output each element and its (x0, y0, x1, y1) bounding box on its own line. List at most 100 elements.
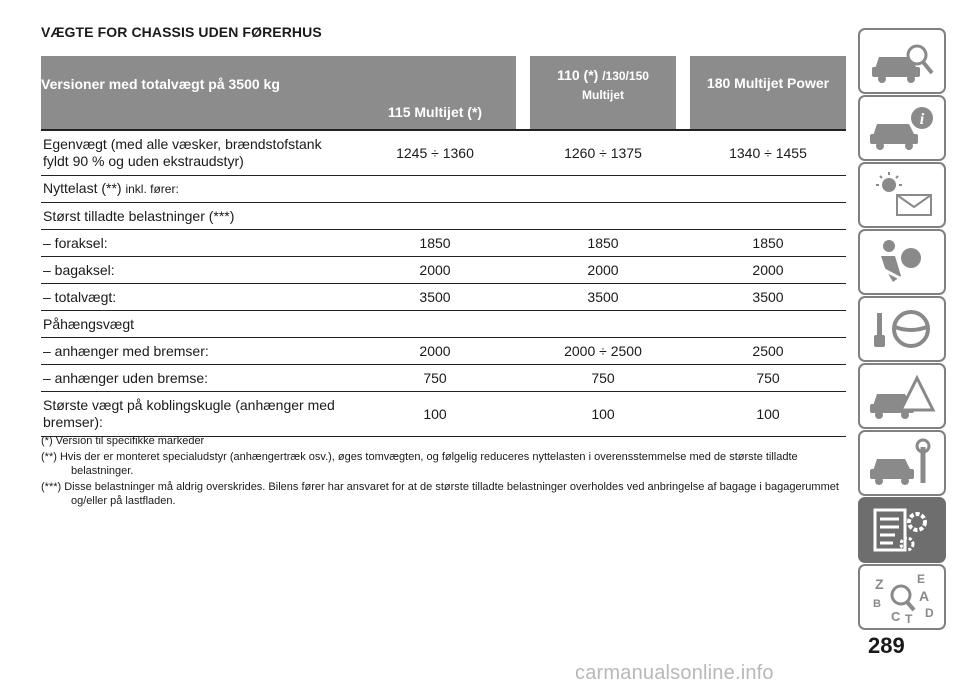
row-label: Størst tilladte belastninger (***) (41, 202, 354, 230)
row-label-line1: Største vægt på koblingskugle (anhænger … (43, 397, 335, 413)
cell-110 (530, 310, 676, 338)
row-label: – totalvægt: (41, 283, 354, 311)
footnote-3: (***) Disse belastninger må aldrig overs… (41, 481, 839, 507)
tab-steering[interactable] (858, 296, 946, 362)
car-info-icon: i (870, 107, 933, 150)
cell-115: 100 (354, 391, 516, 437)
cell-180: 2000 (690, 256, 846, 284)
table-row: – bagaksel: 2000 2000 2000 (41, 256, 846, 284)
header-130-150-label: /130/150 (602, 69, 649, 83)
cell-115 (354, 310, 516, 338)
table-row: Egenvægt (med alle væsker, brændstofstan… (41, 130, 846, 176)
cell-180: 3500 (690, 283, 846, 311)
watermark: carmanualsonline.info (575, 662, 774, 684)
cell-180: 100 (690, 391, 846, 437)
row-label: Største vægt på koblingskugle (anhænger … (41, 391, 354, 437)
table-header-row: Versioner med totalvægt på 3500 kg 115 M… (41, 56, 846, 131)
chapter-sidebar: i (858, 28, 946, 631)
footnote-2: (**) Hvis der er monteret specialudstyr … (41, 451, 798, 477)
footnotes: (*) Version til specifikke markeder (**)… (41, 434, 846, 510)
table-row: – totalvægt: 3500 3500 3500 (41, 283, 846, 311)
cell-110: 100 (530, 391, 676, 437)
cell-115: 750 (354, 364, 516, 392)
cell-180 (690, 310, 846, 338)
table-row: Størst tilladte belastninger (***) (41, 202, 846, 230)
table-row: – foraksel: 1850 1850 1850 (41, 229, 846, 257)
tab-car-wrench[interactable] (858, 430, 946, 496)
footnote-1: (*) Version til specifikke markeder (41, 435, 205, 447)
header-versions: Versioner med totalvægt på 3500 kg (41, 56, 354, 131)
header-180-multijet-power: 180 Multijet Power (690, 56, 846, 131)
tab-car-info[interactable]: i (858, 95, 946, 161)
header-115-multijet: 115 Multijet (*) (354, 56, 516, 131)
cell-110: 2000 ÷ 2500 (530, 337, 676, 365)
table-row: Største vægt på koblingskugle (anhænger … (41, 391, 846, 437)
svg-text:Z: Z (875, 576, 884, 592)
cell-110: 3500 (530, 283, 676, 311)
cell-110 (530, 202, 676, 230)
svg-text:B: B (873, 598, 881, 610)
row-label: – anhænger med bremser: (41, 337, 354, 365)
header-gap (676, 56, 690, 131)
svg-text:D: D (925, 606, 934, 620)
car-search-icon (872, 44, 934, 83)
cell-110: 2000 (530, 256, 676, 284)
cell-115: 3500 (354, 283, 516, 311)
cell-115: 2000 (354, 337, 516, 365)
page-number: 289 (868, 633, 905, 658)
cell-110: 1850 (530, 229, 676, 257)
cell-110 (530, 175, 676, 203)
row-label: Egenvægt (med alle væsker, brændstofstan… (41, 130, 354, 176)
steering-wheel-icon (874, 310, 930, 348)
weights-table: Versioner med totalvægt på 3500 kg 115 M… (41, 56, 846, 437)
cell-110: 750 (530, 364, 676, 392)
header-110-label: 110 (*) (557, 67, 599, 83)
cell-115 (354, 175, 516, 203)
header-110-130-150-multijet: 110 (*) /130/150 Multijet (530, 56, 676, 131)
row-label-line2: fyldt 90 % og uden ekstraudstyr) (43, 153, 244, 169)
row-label: – foraksel: (41, 229, 354, 257)
airbag-passenger-icon (876, 240, 921, 284)
row-label: – anhænger uden bremse: (41, 364, 354, 392)
row-label: Nyttelast (**) inkl. fører: (41, 175, 354, 203)
cell-180: 1340 ÷ 1455 (690, 130, 846, 176)
cell-115: 1850 (354, 229, 516, 257)
cell-110: 1260 ÷ 1375 (530, 130, 676, 176)
svg-text:E: E (917, 572, 925, 586)
table-row: Påhængsvægt (41, 310, 846, 338)
cell-115: 2000 (354, 256, 516, 284)
tab-car-search[interactable] (858, 28, 946, 94)
header-multijet-label: Multijet (582, 88, 624, 102)
cell-180: 2500 (690, 337, 846, 365)
alphabetical-index-icon: Z E A B D C T (873, 572, 934, 623)
header-gap (516, 56, 530, 131)
svg-text:A: A (919, 588, 929, 604)
svg-text:C: C (891, 609, 901, 623)
car-warning-triangle-icon (870, 374, 936, 419)
tab-specifications[interactable] (858, 497, 946, 563)
svg-text:T: T (905, 612, 913, 623)
row-label-line2: bremser): (43, 414, 103, 430)
svg-text:i: i (920, 111, 925, 128)
cell-180 (690, 175, 846, 203)
row-label: Påhængsvægt (41, 310, 354, 338)
row-label-main: Nyttelast (**) (43, 180, 126, 196)
cell-180: 1850 (690, 229, 846, 257)
row-label-suffix: inkl. fører: (125, 182, 179, 196)
car-wrench-icon (870, 438, 931, 485)
warning-lights-icon (876, 172, 932, 216)
row-label-line1: Egenvægt (med alle væsker, brændstofstan… (43, 136, 322, 152)
page-title: VÆGTE FOR CHASSIS UDEN FØRERHUS (41, 24, 322, 40)
cell-180 (690, 202, 846, 230)
table-row: Nyttelast (**) inkl. fører: (41, 175, 846, 203)
cell-115 (354, 202, 516, 230)
specifications-gear-icon (873, 508, 927, 552)
table-row: – anhænger med bremser: 2000 2000 ÷ 2500… (41, 337, 846, 365)
cell-180: 750 (690, 364, 846, 392)
cell-115: 1245 ÷ 1360 (354, 130, 516, 176)
table-row: – anhænger uden bremse: 750 750 750 (41, 364, 846, 392)
tab-warning-lights[interactable] (858, 162, 946, 228)
tab-car-warning[interactable] (858, 363, 946, 429)
tab-airbag[interactable] (858, 229, 946, 295)
